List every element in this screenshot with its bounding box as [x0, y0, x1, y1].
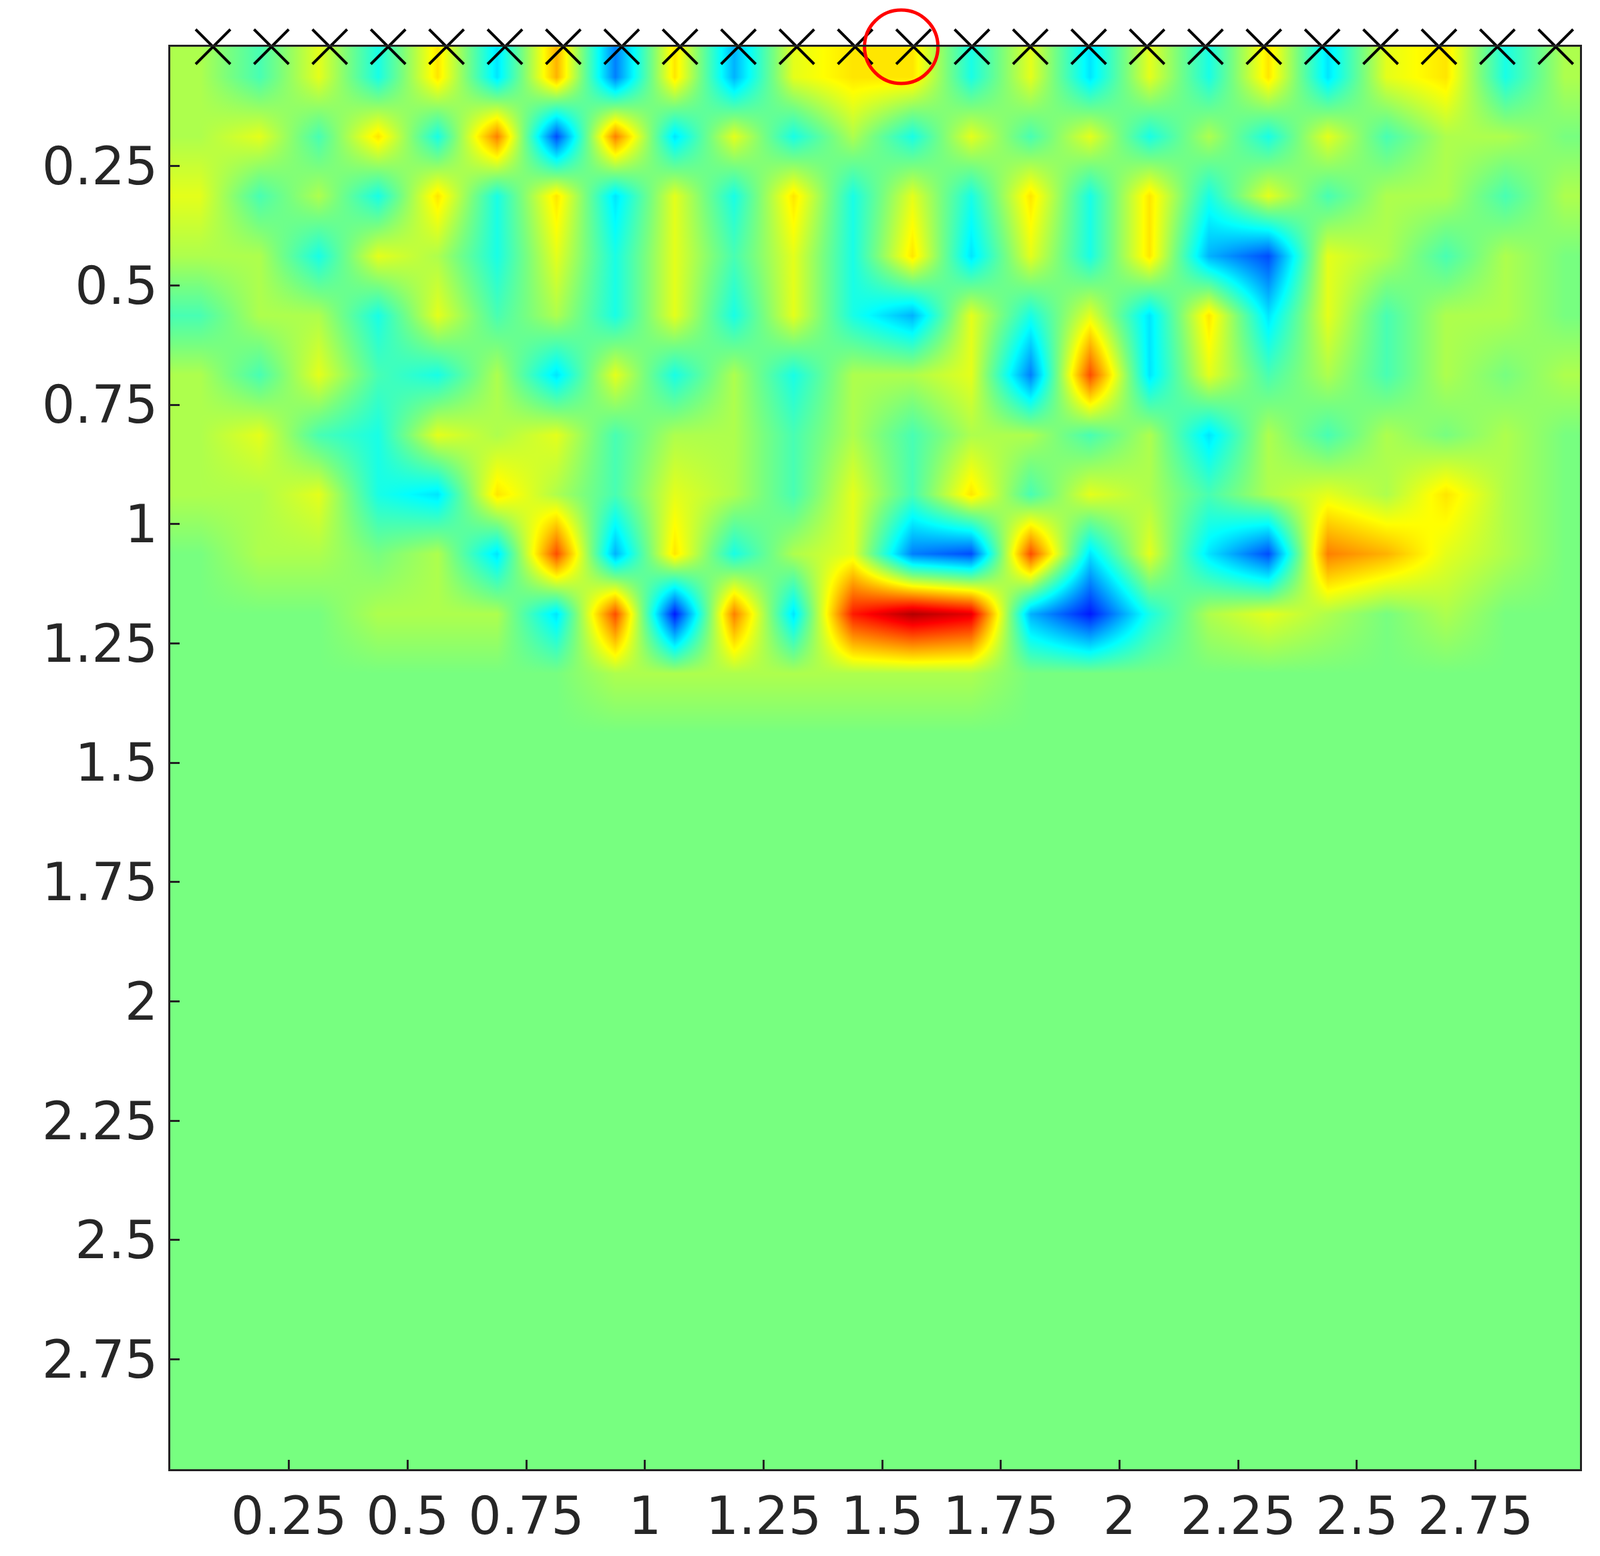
svg-text:1: 1: [628, 1485, 662, 1546]
svg-text:2.25: 2.25: [1179, 1485, 1297, 1546]
svg-text:0.25: 0.25: [42, 136, 159, 197]
svg-text:1.5: 1.5: [74, 732, 158, 793]
svg-text:2: 2: [1103, 1485, 1137, 1546]
svg-text:0.5: 0.5: [365, 1485, 449, 1546]
svg-text:0.75: 0.75: [468, 1485, 585, 1546]
svg-text:2.75: 2.75: [42, 1329, 159, 1390]
svg-text:1.5: 1.5: [840, 1485, 924, 1546]
svg-text:1.25: 1.25: [42, 613, 159, 674]
svg-text:2.5: 2.5: [1315, 1485, 1399, 1546]
svg-text:2.5: 2.5: [74, 1210, 158, 1271]
svg-text:1: 1: [124, 494, 159, 555]
svg-text:2.75: 2.75: [1417, 1485, 1534, 1546]
svg-text:2: 2: [124, 971, 159, 1032]
svg-text:0.75: 0.75: [42, 374, 159, 435]
svg-text:0.5: 0.5: [74, 255, 158, 316]
svg-text:1.25: 1.25: [705, 1485, 823, 1546]
svg-text:1.75: 1.75: [942, 1485, 1060, 1546]
svg-text:0.25: 0.25: [231, 1485, 348, 1546]
svg-text:1.75: 1.75: [42, 852, 159, 913]
svg-text:2.25: 2.25: [42, 1091, 159, 1152]
